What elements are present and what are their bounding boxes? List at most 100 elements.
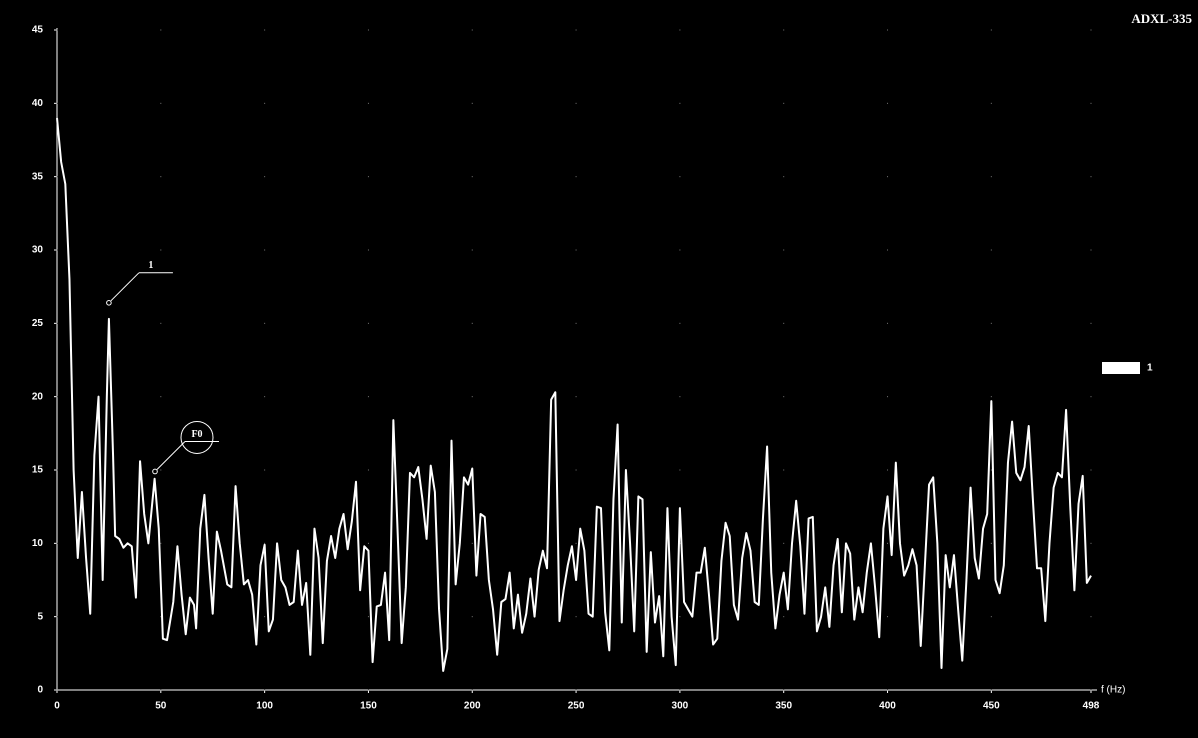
x-tick-label: 498 <box>1083 701 1100 712</box>
grid-dot <box>56 322 58 324</box>
grid-dot <box>160 469 162 471</box>
grid-dot <box>575 176 577 178</box>
grid-dot <box>575 249 577 251</box>
grid-dot <box>367 29 369 31</box>
grid-dot <box>56 689 58 691</box>
x-tick-label: 300 <box>672 701 689 712</box>
grid-dot <box>679 176 681 178</box>
grid-dot <box>990 689 992 691</box>
grid-dot <box>887 689 889 691</box>
grid-dot <box>783 29 785 31</box>
grid-dot <box>1090 689 1092 691</box>
x-axis-label: f (Hz) <box>1101 685 1125 696</box>
grid-dot <box>575 469 577 471</box>
grid-dot <box>575 102 577 104</box>
grid-dot <box>887 469 889 471</box>
grid-dot <box>471 396 473 398</box>
grid-dot <box>990 322 992 324</box>
grid-dot <box>160 29 162 31</box>
grid-dot <box>160 542 162 544</box>
grid-dot <box>264 616 266 618</box>
grid-dot <box>1090 176 1092 178</box>
y-tick-label: 35 <box>32 171 44 182</box>
grid-dot <box>471 616 473 618</box>
grid-dot <box>990 542 992 544</box>
grid-dot <box>887 542 889 544</box>
annotation-point <box>106 300 112 306</box>
x-tick-label: 50 <box>155 701 167 712</box>
grid-dot <box>471 322 473 324</box>
data-line <box>56 117 1092 672</box>
grid-dot <box>1090 249 1092 251</box>
grid-dot <box>575 29 577 31</box>
grid-dot <box>679 29 681 31</box>
grid-dot <box>575 689 577 691</box>
y-tick-label: 25 <box>32 318 44 329</box>
grid-dot <box>679 249 681 251</box>
grid-dot <box>367 322 369 324</box>
grid-dot <box>679 469 681 471</box>
grid-dot <box>160 249 162 251</box>
grid-dot <box>783 322 785 324</box>
grid-dot <box>264 29 266 31</box>
grid-dot <box>264 249 266 251</box>
grid-dot <box>56 542 58 544</box>
grid-dot <box>679 616 681 618</box>
grid-dot <box>887 29 889 31</box>
annotation-label: F0 <box>191 429 202 440</box>
grid-dot <box>264 689 266 691</box>
grid-dot <box>575 542 577 544</box>
grid-dot <box>1090 396 1092 398</box>
grid-dot <box>990 176 992 178</box>
grid-dot <box>990 396 992 398</box>
x-tick-label: 150 <box>360 701 377 712</box>
grid-dot <box>990 29 992 31</box>
grid-dot <box>990 102 992 104</box>
grid-dot <box>56 29 58 31</box>
grid-dot <box>264 396 266 398</box>
grid-dot <box>264 102 266 104</box>
grid-dot <box>367 616 369 618</box>
annotation-leader <box>110 272 140 302</box>
grid-dot <box>56 249 58 251</box>
grid-dot <box>1090 322 1092 324</box>
legend-label: 1 <box>1147 363 1153 374</box>
grid-dot <box>264 176 266 178</box>
grid-dot <box>367 689 369 691</box>
grid-dot <box>264 469 266 471</box>
grid-dot <box>887 102 889 104</box>
y-tick-label: 0 <box>37 685 43 696</box>
grid-dot <box>471 176 473 178</box>
y-tick-label: 30 <box>32 245 44 256</box>
grid-dot <box>367 102 369 104</box>
x-tick-label: 0 <box>54 701 60 712</box>
grid-dot <box>887 322 889 324</box>
grid-dot <box>367 176 369 178</box>
grid-dot <box>1090 542 1092 544</box>
grid-dot <box>990 616 992 618</box>
grid-dot <box>783 249 785 251</box>
grid-dot <box>1090 102 1092 104</box>
grid-dot <box>264 322 266 324</box>
annotation-leader <box>156 441 186 470</box>
grid-dot <box>679 689 681 691</box>
grid-dot <box>1090 469 1092 471</box>
grid-dot <box>887 249 889 251</box>
grid-dot <box>160 102 162 104</box>
grid-dot <box>160 176 162 178</box>
grid-dot <box>471 249 473 251</box>
grid-dot <box>575 396 577 398</box>
grid-dot <box>160 689 162 691</box>
grid-dot <box>990 249 992 251</box>
x-tick-label: 200 <box>464 701 481 712</box>
x-tick-label: 400 <box>879 701 896 712</box>
grid-dot <box>471 542 473 544</box>
y-tick-label: 40 <box>32 98 44 109</box>
x-tick-label: 250 <box>568 701 585 712</box>
grid-dot <box>471 102 473 104</box>
grid-dot <box>887 396 889 398</box>
grid-dot <box>575 616 577 618</box>
